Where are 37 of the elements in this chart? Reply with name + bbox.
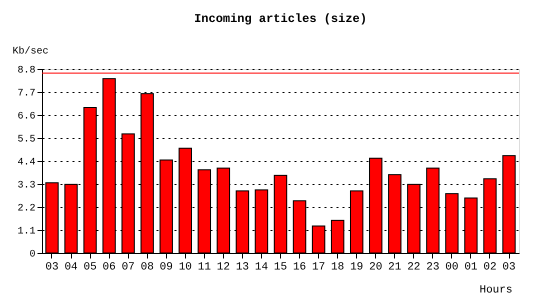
y-tick-label: 8.8 (17, 66, 36, 76)
x-tick-label: 22 (407, 262, 420, 274)
x-axis-title: Hours (479, 284, 512, 296)
y-tick-label: 1.1 (17, 226, 36, 238)
x-tick-label: 16 (292, 262, 306, 274)
y-tick-label: 7.7 (17, 88, 36, 100)
x-tick-label: 21 (388, 262, 402, 274)
x-tick-label: 18 (331, 262, 344, 274)
x-tick-label: 08 (140, 262, 154, 274)
x-tick-label: 00 (445, 262, 458, 274)
y-tick-label: 0 (29, 250, 36, 260)
x-tick-label: 10 (178, 262, 192, 274)
x-tick-label: 23 (426, 262, 440, 274)
y-tick-label: 4.4 (17, 158, 36, 168)
x-tick-label: 06 (102, 262, 116, 274)
x-tick-label: 02 (483, 262, 497, 274)
x-tick-label: 17 (312, 262, 326, 274)
x-tick-label: 12 (216, 262, 230, 274)
y-tick-label: 3.3 (17, 180, 36, 192)
y-axis-title: Kb/sec (12, 46, 49, 58)
x-tick-label: 04 (64, 262, 78, 274)
x-tick-label: 05 (83, 262, 97, 274)
x-tick-label: 03 (502, 262, 516, 274)
x-tick-label: 01 (464, 262, 478, 274)
y-tick-label: 5.5 (17, 134, 36, 146)
x-tick-label: 19 (350, 262, 364, 274)
x-tick-label: 15 (274, 262, 288, 274)
chart-title: Incoming articles (size) (194, 12, 367, 26)
x-tick-label: 13 (236, 262, 250, 274)
x-tick-label: 09 (160, 262, 173, 274)
x-tick-label: 07 (122, 262, 135, 274)
x-tick-label: 14 (254, 262, 268, 274)
y-tick-label: 2.2 (17, 204, 36, 214)
y-tick-label: 6.6 (17, 112, 36, 122)
x-tick-label: 20 (369, 262, 382, 274)
x-tick-label: 03 (45, 262, 59, 274)
x-tick-label: 11 (198, 262, 212, 274)
